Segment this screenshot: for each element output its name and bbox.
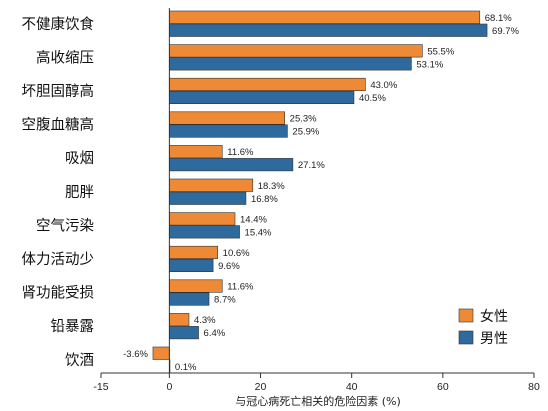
x-axis: -15 0 20 40 60 80 [93, 372, 540, 393]
legend-swatch-female [458, 308, 474, 323]
value-label-male: 0.1% [175, 362, 197, 373]
value-label-female: 68.1% [485, 13, 512, 24]
bar-male [169, 90, 355, 104]
bar-male [169, 225, 240, 239]
bar-female [169, 178, 254, 192]
value-label-male: 6.4% [204, 328, 226, 339]
bar-male [169, 124, 288, 138]
value-label-female: 18.3% [258, 181, 285, 192]
category-label: 体力活动少 [22, 251, 95, 268]
category-label: 不健康饮食 [22, 16, 95, 33]
value-label-female: 14.4% [240, 214, 267, 225]
category-label: 吸烟 [65, 150, 94, 167]
bar-female [169, 10, 481, 24]
legend-swatch-male [458, 330, 474, 345]
legend: 女性 男性 [458, 308, 508, 347]
bar-female [169, 145, 223, 159]
value-label-male: 8.7% [214, 295, 236, 306]
value-labels: 68.1% 69.7% 55.5% 53.1% 43.0% 40.5% 25.3% 25.9%… [123, 13, 519, 373]
x-tick-label: 20 [255, 381, 267, 393]
value-label-male: 9.6% [218, 261, 240, 272]
value-label-male: 15.4% [245, 227, 272, 238]
bar-male [169, 57, 412, 71]
value-label-female: -3.6% [123, 349, 148, 360]
bar-female [169, 313, 190, 327]
x-tick-label: 40 [346, 381, 358, 393]
bar-female [169, 111, 285, 125]
value-label-female: 55.5% [427, 46, 454, 57]
category-label: 肾功能受损 [22, 285, 95, 302]
category-label: 高收缩压 [36, 49, 94, 66]
bar-male [169, 158, 294, 172]
value-label-male: 40.5% [359, 93, 386, 104]
bar-female [169, 77, 366, 91]
x-tick-label: 60 [437, 381, 449, 393]
bar-male [169, 258, 214, 273]
value-label-male: 69.7% [492, 26, 519, 37]
x-tick-label: 0 [166, 381, 172, 393]
category-label: 空气污染 [36, 217, 94, 234]
legend-label-female: 女性 [480, 308, 508, 325]
bar-female [169, 212, 236, 226]
value-label-female: 43.0% [370, 80, 397, 91]
category-label: 铅暴露 [51, 318, 95, 335]
category-label: 空腹血糖高 [22, 117, 95, 134]
bar-male [169, 292, 210, 306]
x-tick-label: 80 [528, 381, 540, 393]
value-label-male: 53.1% [416, 59, 443, 70]
category-label: 肥胖 [65, 184, 94, 201]
value-label-male: 16.8% [251, 194, 278, 205]
value-label-female: 4.3% [194, 315, 216, 326]
value-label-female: 11.6% [227, 282, 254, 293]
category-label: 坏胆固醇高 [22, 83, 95, 100]
bar-female [169, 245, 218, 259]
value-label-male: 27.1% [298, 160, 325, 171]
bar-male [169, 326, 199, 340]
bar-male [169, 191, 247, 205]
bar-female [169, 44, 423, 58]
category-label: 饮酒 [65, 352, 94, 369]
x-tick-label: -15 [93, 381, 108, 393]
value-label-female: 10.6% [223, 248, 250, 259]
bar-male [169, 23, 488, 37]
bar-female [169, 279, 223, 293]
legend-label-male: 男性 [480, 331, 508, 347]
value-label-male: 25.9% [292, 127, 319, 138]
value-label-female: 25.3% [290, 114, 317, 125]
bar-female [152, 346, 170, 360]
x-axis-title: 与冠心病死亡相关的危险因素 (%) [235, 394, 401, 408]
category-labels: 不健康饮食高收缩压坏胆固醇高空腹血糖高吸烟肥胖空气污染体力活动少肾功能受损铅暴露… [22, 16, 95, 369]
value-label-female: 11.6% [227, 147, 254, 158]
